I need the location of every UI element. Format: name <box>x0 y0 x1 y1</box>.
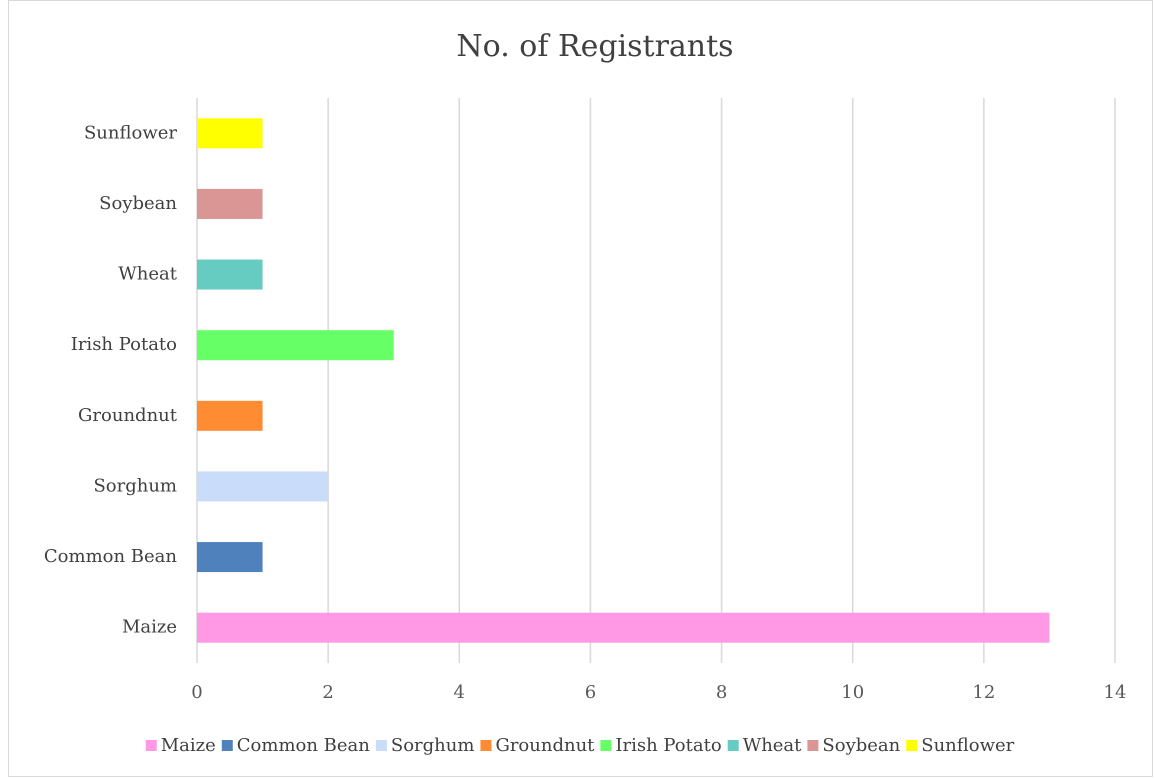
legend-label: Sunflower <box>921 735 1014 756</box>
x-tick-label: 6 <box>585 682 596 703</box>
x-tick-label: 8 <box>716 682 727 703</box>
y-tick-label: Common Bean <box>44 546 178 567</box>
legend-swatch <box>375 740 387 751</box>
y-tick-label: Sunflower <box>84 122 177 143</box>
legend-label: Wheat <box>743 735 802 756</box>
bar <box>197 118 263 149</box>
legend-swatch <box>221 740 233 751</box>
chart-title: No. of Registrants <box>456 29 733 64</box>
legend-label: Irish Potato <box>615 735 721 756</box>
bar <box>197 612 1050 643</box>
x-tick-label: 14 <box>1104 682 1127 703</box>
x-tick-label: 0 <box>191 682 202 703</box>
y-tick-label: Maize <box>122 617 177 638</box>
x-tick-label: 10 <box>841 682 864 703</box>
bar <box>197 542 263 573</box>
legend-label: Groundnut <box>495 735 595 756</box>
legend-label: Soybean <box>822 735 900 756</box>
legend-swatch <box>480 740 492 751</box>
y-tick-label: Wheat <box>118 264 177 285</box>
bar <box>197 188 263 219</box>
x-tick-label: 2 <box>322 682 333 703</box>
x-tick-label: 4 <box>454 682 465 703</box>
y-tick-label: Sorghum <box>93 475 177 496</box>
legend-swatch <box>727 740 739 751</box>
bar <box>197 400 263 431</box>
bar <box>197 259 263 290</box>
legend-label: Sorghum <box>391 735 475 756</box>
legend-swatch <box>145 740 157 751</box>
x-tick-label: 12 <box>972 682 995 703</box>
y-tick-label: Irish Potato <box>71 334 177 355</box>
legend-swatch <box>906 740 918 751</box>
chart-border <box>8 0 1153 777</box>
bar <box>197 471 329 502</box>
legend-swatch <box>807 740 819 751</box>
y-tick-label: Groundnut <box>78 405 178 426</box>
legend-label: Maize <box>161 735 216 756</box>
legend-label: Common Bean <box>237 735 371 756</box>
legend-swatch <box>600 740 612 751</box>
y-tick-label: Soybean <box>99 193 177 214</box>
bar <box>197 330 394 361</box>
